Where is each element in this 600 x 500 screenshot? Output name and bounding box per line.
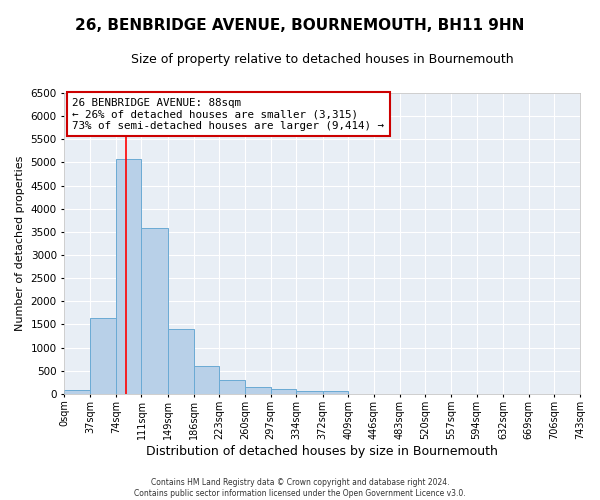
- X-axis label: Distribution of detached houses by size in Bournemouth: Distribution of detached houses by size …: [146, 444, 498, 458]
- Title: Size of property relative to detached houses in Bournemouth: Size of property relative to detached ho…: [131, 52, 514, 66]
- Text: 26 BENBRIDGE AVENUE: 88sqm
← 26% of detached houses are smaller (3,315)
73% of s: 26 BENBRIDGE AVENUE: 88sqm ← 26% of deta…: [72, 98, 384, 131]
- Bar: [194, 366, 219, 394]
- Bar: [116, 159, 142, 394]
- Bar: [168, 330, 194, 394]
- Text: 26, BENBRIDGE AVENUE, BOURNEMOUTH, BH11 9HN: 26, BENBRIDGE AVENUE, BOURNEMOUTH, BH11 …: [76, 18, 524, 32]
- Text: Contains HM Land Registry data © Crown copyright and database right 2024.
Contai: Contains HM Land Registry data © Crown c…: [134, 478, 466, 498]
- Bar: [142, 228, 168, 394]
- Bar: [245, 386, 271, 394]
- Bar: [296, 391, 323, 394]
- Y-axis label: Number of detached properties: Number of detached properties: [15, 156, 25, 331]
- Bar: [271, 389, 296, 394]
- Bar: [90, 318, 116, 394]
- Bar: [219, 380, 245, 394]
- Bar: [64, 390, 90, 394]
- Bar: [323, 392, 348, 394]
